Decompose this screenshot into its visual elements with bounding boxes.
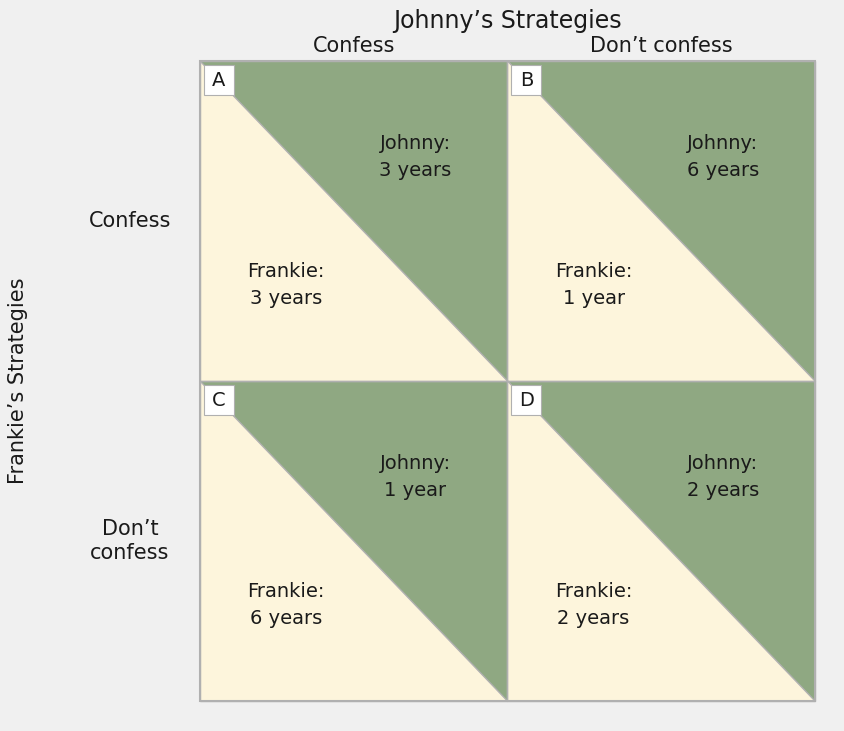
Text: Don’t confess: Don’t confess (589, 36, 732, 56)
Polygon shape (200, 61, 507, 381)
Text: Johnny’s Strategies: Johnny’s Strategies (392, 9, 621, 33)
Bar (507, 61, 814, 381)
Polygon shape (507, 381, 814, 701)
Text: A: A (212, 70, 225, 89)
Text: C: C (212, 390, 225, 409)
Polygon shape (200, 61, 507, 381)
Text: Johnny:
1 year: Johnny: 1 year (379, 454, 451, 500)
Polygon shape (200, 381, 507, 701)
Bar (200, 61, 507, 381)
Bar (203, 65, 234, 95)
Bar (200, 381, 507, 701)
Polygon shape (507, 61, 814, 381)
Text: Frankie:
6 years: Frankie: 6 years (247, 583, 324, 628)
Text: Frankie’s Strategies: Frankie’s Strategies (8, 278, 28, 484)
Text: Confess: Confess (89, 211, 171, 231)
Polygon shape (507, 381, 814, 701)
Text: Frankie:
2 years: Frankie: 2 years (555, 583, 631, 628)
Bar (511, 65, 541, 95)
Text: Frankie:
1 year: Frankie: 1 year (555, 262, 631, 308)
Polygon shape (507, 61, 814, 381)
Bar (203, 385, 234, 415)
Text: Johnny:
6 years: Johnny: 6 years (686, 135, 758, 180)
Polygon shape (200, 381, 507, 701)
Text: Johnny:
2 years: Johnny: 2 years (686, 454, 758, 500)
Text: Frankie:
3 years: Frankie: 3 years (247, 262, 324, 308)
Text: B: B (519, 70, 533, 89)
Bar (511, 385, 541, 415)
Text: Johnny:
3 years: Johnny: 3 years (379, 135, 451, 180)
Text: Don’t
confess: Don’t confess (90, 520, 170, 563)
Bar (200, 61, 814, 701)
Bar (507, 381, 814, 701)
Text: Confess: Confess (312, 36, 394, 56)
Text: D: D (518, 390, 533, 409)
